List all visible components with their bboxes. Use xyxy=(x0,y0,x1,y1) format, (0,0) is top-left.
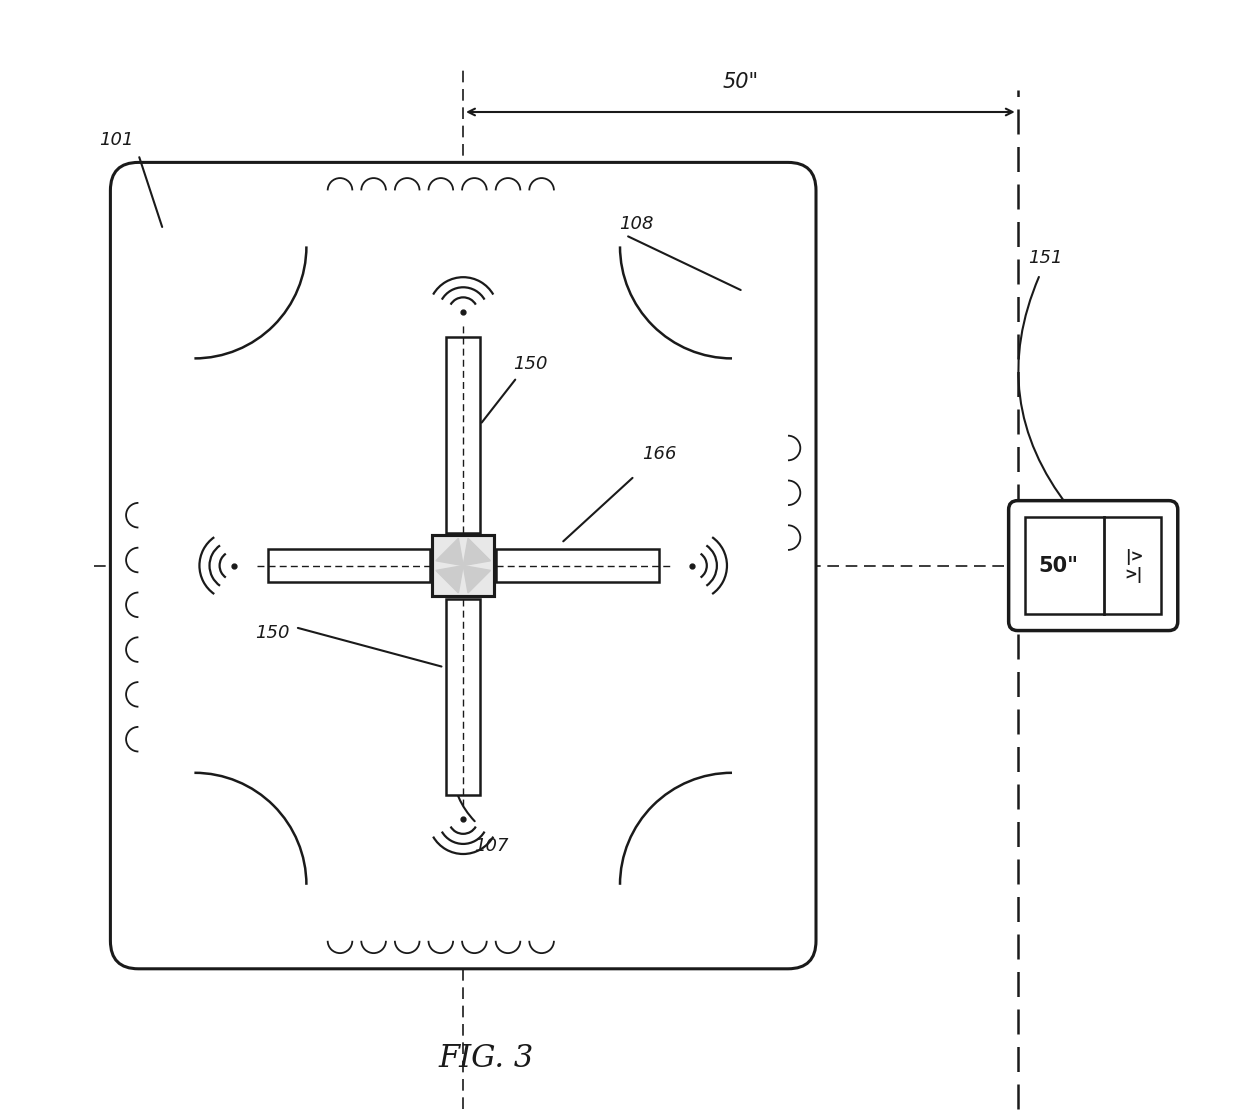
Text: |>: |> xyxy=(1125,549,1143,564)
Bar xyxy=(446,599,480,795)
Text: 166: 166 xyxy=(642,445,677,463)
FancyBboxPatch shape xyxy=(1008,501,1178,631)
Text: 150: 150 xyxy=(255,624,290,642)
Text: 50": 50" xyxy=(1038,556,1079,576)
Bar xyxy=(268,549,430,582)
Bar xyxy=(433,535,494,597)
Polygon shape xyxy=(436,566,464,592)
Text: 150: 150 xyxy=(513,355,548,373)
Bar xyxy=(433,535,494,597)
Text: 107: 107 xyxy=(474,837,508,855)
Text: FIG. 3: FIG. 3 xyxy=(438,1043,533,1074)
Bar xyxy=(496,549,658,582)
Text: >|: >| xyxy=(1125,567,1143,582)
Polygon shape xyxy=(436,539,464,566)
FancyBboxPatch shape xyxy=(110,162,816,969)
Polygon shape xyxy=(464,539,491,566)
Text: 101: 101 xyxy=(99,131,133,149)
Bar xyxy=(446,337,480,533)
Text: 108: 108 xyxy=(620,215,653,233)
Polygon shape xyxy=(464,566,491,592)
Text: 151: 151 xyxy=(1028,249,1063,267)
Text: 50": 50" xyxy=(723,72,759,92)
Bar xyxy=(1025,517,1161,614)
